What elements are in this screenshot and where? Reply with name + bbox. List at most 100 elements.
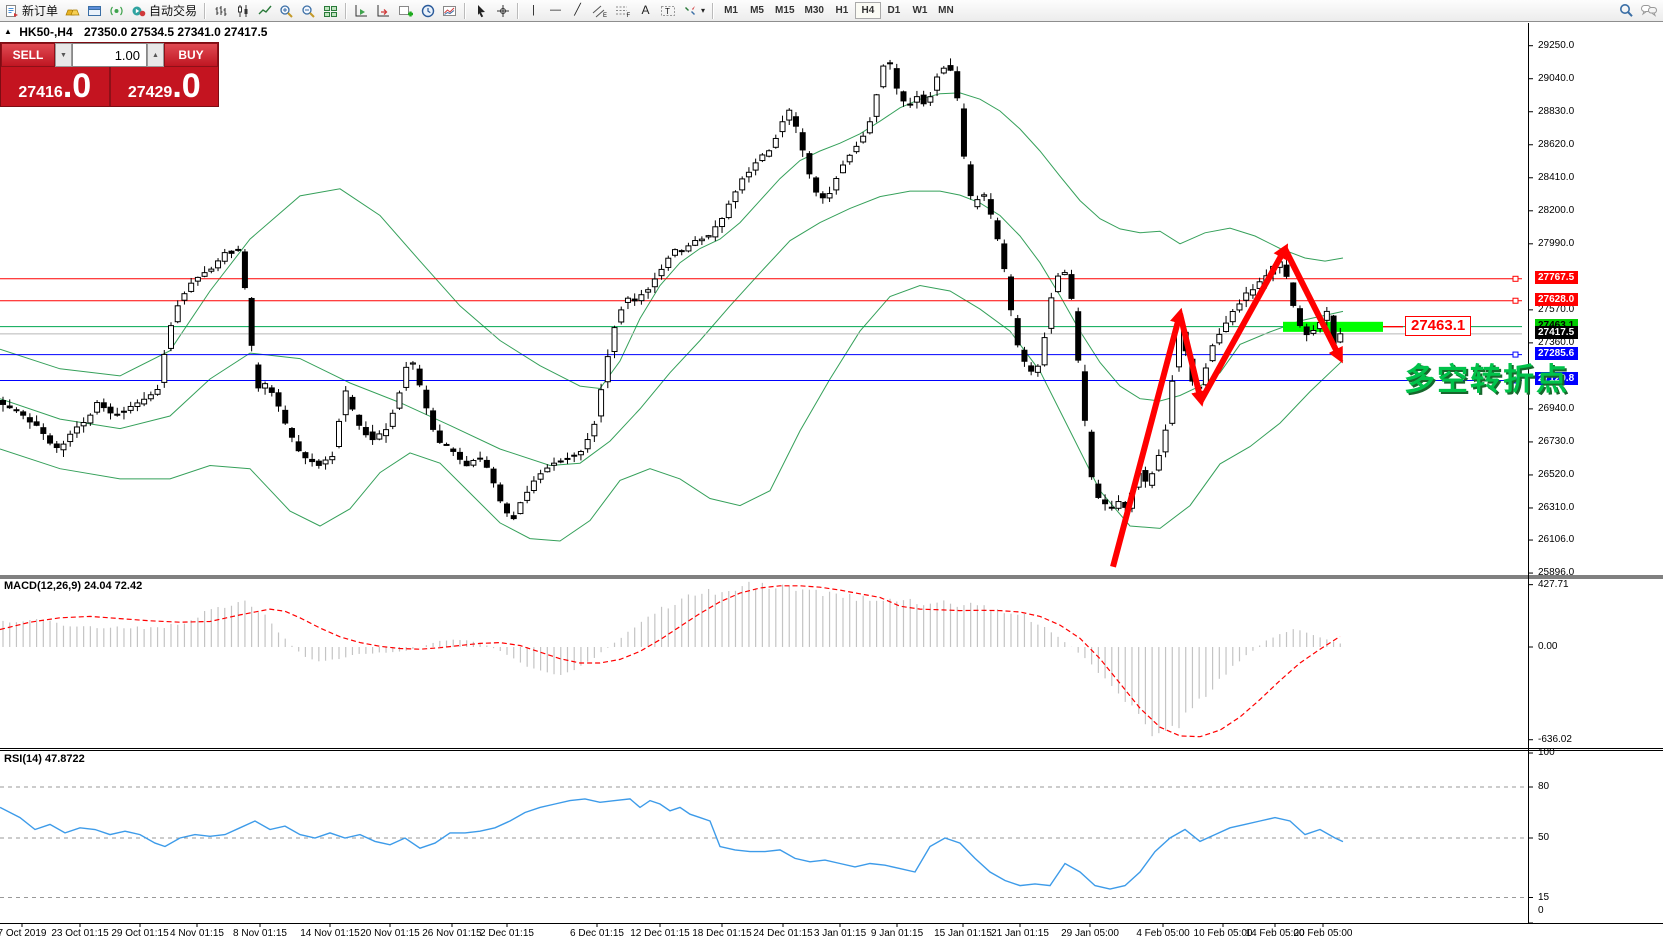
candle-body: [766, 150, 773, 157]
candle-body: [517, 502, 524, 515]
sell-price-main: 27416: [18, 84, 63, 101]
candle-body: [161, 353, 168, 383]
sell-price[interactable]: 27416.0: [1, 67, 111, 106]
candle-body: [322, 459, 329, 465]
candle-body: [705, 235, 712, 238]
candle-body: [309, 458, 316, 463]
price-tick-label: 26106.0: [1538, 534, 1575, 546]
auto-scroll-button[interactable]: [351, 1, 372, 20]
bar-chart-button[interactable]: [210, 1, 231, 20]
bollinger-upper: [0, 92, 1344, 390]
autotrading-label: 自动交易: [149, 4, 198, 18]
level-line-handle[interactable]: [1512, 275, 1519, 282]
search-button[interactable]: [1615, 1, 1637, 20]
zigzag-arrow[interactable]: [1282, 247, 1343, 364]
buy-price[interactable]: 27429.0: [111, 67, 219, 106]
candle-body: [772, 137, 779, 148]
terminal-button[interactable]: [84, 1, 105, 20]
date-label: 3 Jan 01:15: [813, 928, 867, 939]
turning-point-note[interactable]: 多空转折点: [1404, 362, 1569, 397]
candle-body: [826, 193, 833, 199]
candle-body: [692, 240, 699, 246]
chart-shift-button[interactable]: [373, 1, 394, 20]
signal-button[interactable]: [106, 1, 127, 20]
tile-windows-button[interactable]: [320, 1, 341, 20]
zoom-out-button[interactable]: [298, 1, 319, 20]
zoom-in-button[interactable]: [276, 1, 297, 20]
profile-button[interactable]: [62, 1, 83, 20]
equidistant-channel-button[interactable]: E: [589, 1, 611, 20]
candlestick-chart-button[interactable]: [232, 1, 253, 20]
candle-body: [860, 135, 867, 143]
candle-body: [235, 248, 242, 251]
rsi-tick-label: 15: [1538, 891, 1550, 903]
sell-button[interactable]: SELL: [1, 43, 55, 67]
templates-button[interactable]: [439, 1, 460, 20]
tab-timeframe-M1[interactable]: M1: [718, 2, 744, 19]
new-order-button[interactable]: 新订单: [2, 1, 61, 20]
rsi-tick-label: 50: [1538, 832, 1550, 843]
level-line-handle[interactable]: [1512, 377, 1519, 384]
date-label: 6 Dec 01:15: [570, 928, 624, 939]
candle-body: [987, 199, 994, 215]
price-tick-label: 28410.0: [1538, 171, 1575, 183]
candle-body: [1068, 274, 1075, 299]
rsi-line: [0, 798, 1344, 890]
candle-body: [571, 454, 578, 457]
volume-decrease-button[interactable]: ▼: [55, 43, 72, 67]
gold-icon: [65, 9, 80, 15]
tab-timeframe-D1[interactable]: D1: [881, 2, 907, 19]
candle-body: [288, 428, 295, 438]
candle-body: [900, 91, 907, 102]
date-label: 26 Nov 01:15: [422, 928, 482, 939]
price-tick-label: 26730.0: [1538, 435, 1575, 447]
tab-timeframe-M5[interactable]: M5: [744, 2, 770, 19]
tab-timeframe-MN[interactable]: MN: [933, 2, 959, 19]
vertical-line-button[interactable]: |: [523, 1, 544, 20]
tab-timeframe-W1[interactable]: W1: [907, 2, 933, 19]
tab-timeframe-H4[interactable]: H4: [854, 2, 881, 19]
crosshair-button[interactable]: [492, 1, 513, 20]
candle-body: [53, 443, 60, 449]
tab-timeframe-H1[interactable]: H1: [829, 2, 855, 19]
arrows-button[interactable]: ▾: [680, 1, 708, 20]
cursor-button[interactable]: [470, 1, 491, 20]
bollinger-lower: [0, 284, 1344, 542]
buy-button[interactable]: BUY: [164, 43, 218, 67]
candle-body: [544, 467, 551, 473]
date-label: 21 Jan 01:15: [991, 928, 1049, 939]
volume-increase-button[interactable]: ▲: [147, 43, 164, 67]
horizontal-line-button[interactable]: —: [545, 1, 566, 20]
candle-body: [120, 410, 127, 413]
zigzag-arrow[interactable]: [1198, 243, 1289, 403]
periods-button[interactable]: [417, 1, 438, 20]
tab-timeframe-M15[interactable]: M15: [770, 2, 799, 19]
chat-button[interactable]: [1637, 1, 1661, 20]
trendline-button[interactable]: ╱: [567, 1, 588, 20]
candle-body: [141, 398, 148, 405]
tab-timeframe-M30[interactable]: M30: [800, 2, 829, 19]
candle-body: [376, 433, 383, 440]
line-chart-button[interactable]: [254, 1, 275, 20]
candle-body: [221, 252, 228, 262]
autotrading-icon: [132, 6, 146, 16]
pivot-price-callout[interactable]: 27463.1: [1405, 316, 1472, 336]
zigzag-arrow[interactable]: [1177, 313, 1207, 407]
zigzag-arrow[interactable]: [1110, 307, 1186, 568]
candle-body: [1081, 371, 1088, 421]
candle-body: [1155, 454, 1162, 471]
level-line-handle[interactable]: [1512, 351, 1519, 358]
collapse-triangle-icon[interactable]: ▲: [4, 27, 12, 36]
autotrading-button[interactable]: 自动交易: [128, 1, 200, 20]
add-indicator-button[interactable]: [395, 1, 416, 20]
volume-input[interactable]: 1.00: [72, 43, 147, 67]
level-line-handle[interactable]: [1512, 297, 1519, 304]
text-label-button[interactable]: T: [657, 1, 679, 20]
candle-body: [383, 429, 390, 437]
auto-scroll-icon: [355, 4, 368, 16]
candle-body: [463, 460, 470, 467]
text-button[interactable]: A: [635, 1, 656, 20]
chart-symbol: HK50-,H4: [19, 25, 73, 39]
fibonacci-button[interactable]: F: [612, 1, 634, 20]
